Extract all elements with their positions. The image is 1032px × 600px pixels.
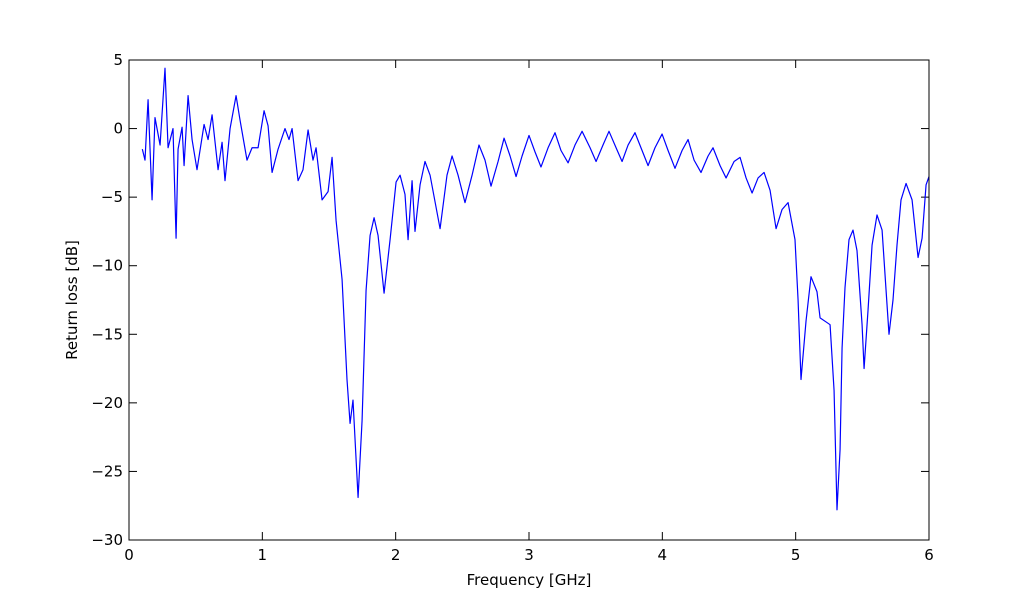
x-tick-label: 4 xyxy=(658,546,668,564)
y-axis-label: Return loss [dB] xyxy=(63,240,81,360)
x-tick-label: 6 xyxy=(924,546,934,564)
x-tick-label: 0 xyxy=(124,546,134,564)
x-tick-label: 1 xyxy=(258,546,268,564)
y-tick-label: −30 xyxy=(91,531,123,549)
y-tick-label: −20 xyxy=(91,394,123,412)
y-tick-label: 5 xyxy=(113,51,123,69)
y-tick-label: −10 xyxy=(91,257,123,275)
y-tick-label: −25 xyxy=(91,462,123,480)
data-line xyxy=(141,67,930,511)
y-tick-label: −5 xyxy=(101,188,123,206)
x-tick-label: 5 xyxy=(791,546,801,564)
x-tick-label: 2 xyxy=(391,546,401,564)
x-axis-label: Frequency [GHz] xyxy=(467,571,592,589)
x-tick-label: 3 xyxy=(524,546,534,564)
y-tick-label: 0 xyxy=(113,120,123,138)
y-tick-label: −15 xyxy=(91,325,123,343)
plot-frame xyxy=(128,59,930,541)
